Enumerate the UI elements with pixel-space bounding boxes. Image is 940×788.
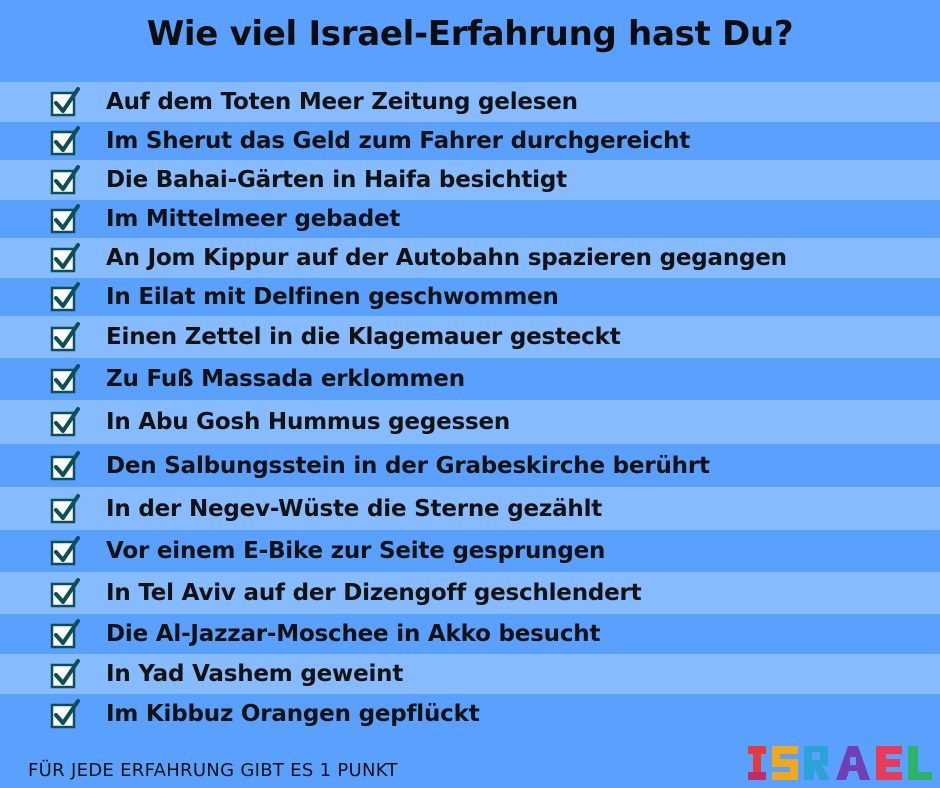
checklist-item: Einen Zettel in die Klagemauer gesteckt [0, 316, 940, 358]
checklist-item-label: Im Mittelmeer gebadet [106, 206, 401, 232]
checked-box-icon [50, 578, 80, 608]
checked-box-icon [50, 536, 80, 566]
checklist-item-label: In Eilat mit Delfinen geschwommen [106, 284, 559, 310]
checklist-item-label: Vor einem E-Bike zur Seite gesprungen [106, 538, 606, 564]
checklist-item: In Eilat mit Delfinen geschwommen [0, 278, 940, 316]
checklist-item-label: In Yad Vashem geweint [106, 661, 404, 687]
checked-box-icon [50, 699, 80, 729]
footer-note: FÜR JEDE ERFAHRUNG GIBT ES 1 PUNKT [28, 760, 398, 781]
checklist-item: Die Al-Jazzar-Moschee in Akko besucht [0, 614, 940, 654]
checked-box-icon [50, 364, 80, 394]
israel-logo [748, 746, 932, 780]
checklist-item: An Jom Kippur auf der Autobahn spazieren… [0, 238, 940, 278]
checked-box-icon [50, 282, 80, 312]
checklist-item-label: Zu Fuß Massada erklommen [106, 366, 465, 392]
checklist-item-label: An Jom Kippur auf der Autobahn spazieren… [106, 245, 787, 271]
checklist-item: Den Salbungsstein in der Grabeskirche be… [0, 444, 940, 487]
checked-box-icon [50, 451, 80, 481]
checklist-item: In Abu Gosh Hummus gegessen [0, 400, 940, 444]
checklist-item-label: Den Salbungsstein in der Grabeskirche be… [106, 453, 710, 479]
checklist-item-label: In Tel Aviv auf der Dizengoff geschlende… [106, 580, 642, 606]
checklist-item-label: Die Al-Jazzar-Moschee in Akko besucht [106, 621, 601, 647]
checked-box-icon [50, 126, 80, 156]
checked-box-icon [50, 204, 80, 234]
checked-box-icon [50, 322, 80, 352]
checked-box-icon [50, 659, 80, 689]
checklist-item: Zu Fuß Massada erklommen [0, 358, 940, 400]
checklist-item: Im Kibbuz Orangen gepflückt [0, 694, 940, 734]
checked-box-icon [50, 243, 80, 273]
checked-box-icon [50, 165, 80, 195]
checked-box-icon [50, 407, 80, 437]
page-title: Wie viel Israel-Erfahrung hast Du? [146, 14, 794, 54]
checklist-item-label: Auf dem Toten Meer Zeitung gelesen [106, 89, 578, 115]
checklist-item-label: Im Sherut das Geld zum Fahrer durchgerei… [106, 128, 691, 154]
checked-box-icon [50, 87, 80, 117]
checklist-item: In Tel Aviv auf der Dizengoff geschlende… [0, 572, 940, 614]
checklist-item: Auf dem Toten Meer Zeitung gelesen [0, 82, 940, 122]
checked-box-icon [50, 494, 80, 524]
checklist-item: Vor einem E-Bike zur Seite gesprungen [0, 530, 940, 572]
checklist-item-label: Die Bahai-Gärten in Haifa besichtigt [106, 167, 567, 193]
checklist-item-label: In Abu Gosh Hummus gegessen [106, 409, 511, 435]
checklist-item: Im Sherut das Geld zum Fahrer durchgerei… [0, 122, 940, 160]
checklist-item: In Yad Vashem geweint [0, 654, 940, 694]
checklist-item: Die Bahai-Gärten in Haifa besichtigt [0, 160, 940, 200]
checklist-item-label: Im Kibbuz Orangen gepflückt [106, 701, 480, 727]
checklist-item-label: Einen Zettel in die Klagemauer gesteckt [106, 324, 621, 350]
checklist-item: In der Negev-Wüste die Sterne gezählt [0, 487, 940, 530]
checklist-item: Im Mittelmeer gebadet [0, 200, 940, 238]
checked-box-icon [50, 619, 80, 649]
checklist-item-label: In der Negev-Wüste die Sterne gezählt [106, 496, 603, 522]
